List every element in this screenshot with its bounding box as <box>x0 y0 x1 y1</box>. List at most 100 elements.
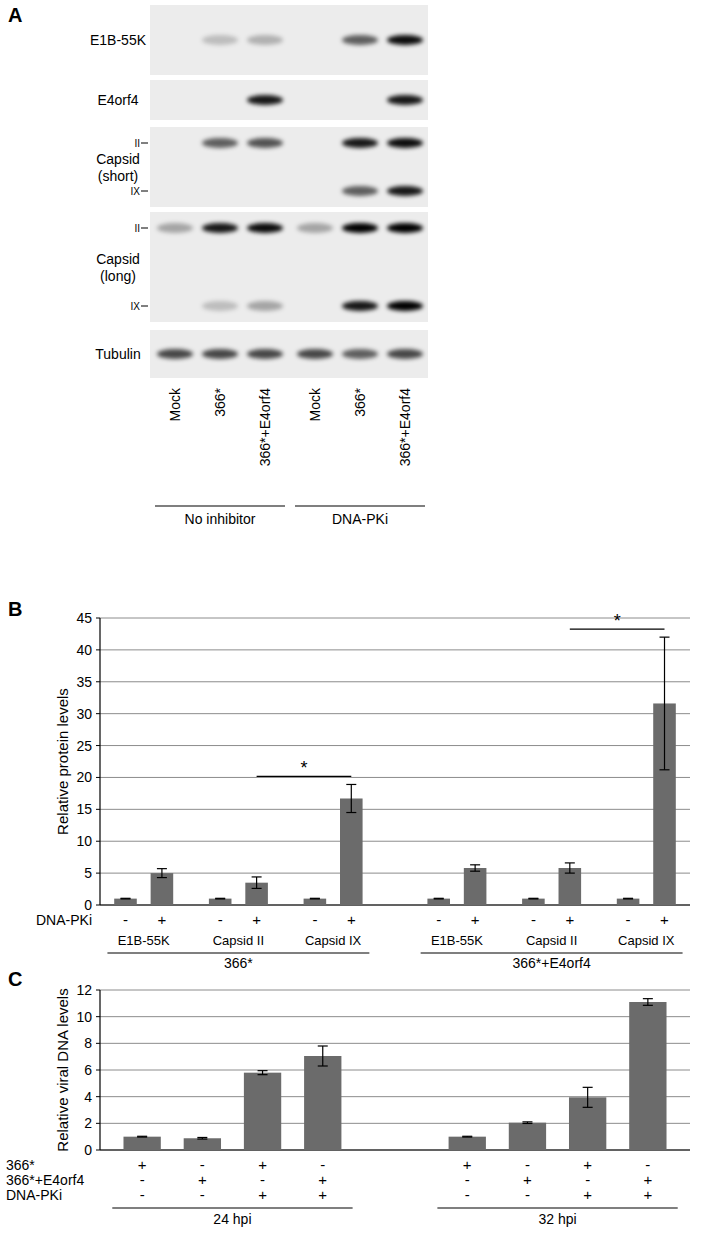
tick-label: 4 <box>84 1089 92 1105</box>
row-label: DNA-PKi <box>36 912 92 928</box>
grid-line <box>100 713 690 714</box>
bar <box>340 798 363 905</box>
error-cap <box>346 812 356 813</box>
bar <box>304 1056 341 1150</box>
group-line <box>295 505 425 506</box>
group-line <box>155 505 285 506</box>
band <box>297 223 333 233</box>
error-cap <box>623 898 633 899</box>
grid-line <box>100 1096 690 1097</box>
band <box>247 186 283 196</box>
error-bar <box>470 865 480 871</box>
error-bar <box>528 898 538 900</box>
band <box>202 35 238 45</box>
subgroup-label: E1B-55K <box>431 933 483 948</box>
band <box>297 301 333 311</box>
error-stem <box>475 865 476 871</box>
error-stem <box>256 877 257 888</box>
error-cap <box>258 1074 268 1075</box>
tick-label: 2 <box>84 1115 92 1131</box>
band <box>202 301 238 311</box>
row-mark: + <box>252 911 261 928</box>
band <box>387 301 423 311</box>
error-bar <box>258 1071 268 1075</box>
tick-label: 12 <box>76 982 92 998</box>
lane-label: Mock <box>307 387 323 421</box>
error-cap <box>583 1087 593 1088</box>
band <box>387 138 423 148</box>
error-cap <box>120 898 130 899</box>
subgroup-label: Capsid IX <box>305 933 362 948</box>
error-bar <box>660 637 670 770</box>
group-line <box>112 1207 352 1208</box>
error-cap <box>660 637 670 638</box>
group-line <box>421 952 683 953</box>
row-label: (long) <box>100 268 136 284</box>
error-cap <box>643 998 653 999</box>
significance-star: * <box>300 758 307 778</box>
marker-dash <box>141 228 148 229</box>
error-cap <box>318 1065 328 1066</box>
tick-label: 5 <box>84 865 92 881</box>
tick-label: 40 <box>76 642 92 658</box>
row-mark: - <box>312 911 317 928</box>
group-line <box>437 1207 677 1208</box>
error-bar <box>583 1087 593 1107</box>
band <box>157 138 193 148</box>
error-cap <box>643 1005 653 1006</box>
row-mark: - <box>465 1186 470 1203</box>
grid-line <box>100 745 690 746</box>
grid-line <box>100 905 690 906</box>
figure: AE1B-55KE4orf4Capsid(short)IIIXCapsid(lo… <box>0 0 715 1237</box>
band <box>247 138 283 148</box>
band-marker: IX <box>131 186 141 197</box>
band <box>387 35 423 45</box>
group-label: 32 hpi <box>538 1211 576 1227</box>
band <box>387 186 423 196</box>
group-label: No inhibitor <box>185 511 256 527</box>
error-bar <box>215 898 225 900</box>
band <box>387 349 423 359</box>
error-cap <box>346 784 356 785</box>
error-bar <box>197 1137 207 1139</box>
subgroup-label: Capsid II <box>526 933 577 948</box>
band <box>297 35 333 45</box>
error-stem <box>161 869 162 878</box>
row-label: E4orf4 <box>97 92 138 108</box>
row-label: 366*+E4orf4 <box>6 1172 84 1188</box>
error-bar <box>643 999 653 1006</box>
tick-label: 10 <box>76 833 92 849</box>
marker-dash <box>141 143 148 144</box>
bar <box>244 1073 281 1150</box>
error-cap <box>120 898 130 899</box>
band <box>342 186 378 196</box>
bar <box>522 899 545 905</box>
row-mark: + <box>318 1186 327 1203</box>
bar <box>629 1002 666 1150</box>
grid-line <box>100 681 690 682</box>
row-mark: - <box>531 911 536 928</box>
lane-label: 366*+E4orf4 <box>257 388 273 466</box>
row-mark: + <box>471 911 480 928</box>
lane-label: Mock <box>167 387 183 421</box>
row-mark: - <box>436 911 441 928</box>
bar <box>449 1137 486 1150</box>
blot-strip <box>150 5 428 75</box>
error-stem <box>587 1087 588 1107</box>
marker-dash <box>141 306 148 307</box>
row-mark: - <box>525 1186 530 1203</box>
tick-label: 30 <box>76 706 92 722</box>
y-axis <box>99 990 100 1150</box>
error-cap <box>583 1107 593 1108</box>
error-bar <box>252 877 262 888</box>
band <box>157 223 193 233</box>
lane-label: 366* <box>212 387 228 416</box>
grid-line <box>100 1043 690 1044</box>
band <box>247 349 283 359</box>
band <box>297 186 333 196</box>
row-mark: - <box>200 1186 205 1203</box>
band <box>297 95 333 105</box>
bar <box>123 1137 160 1150</box>
bar <box>209 899 232 905</box>
error-cap <box>434 898 444 899</box>
